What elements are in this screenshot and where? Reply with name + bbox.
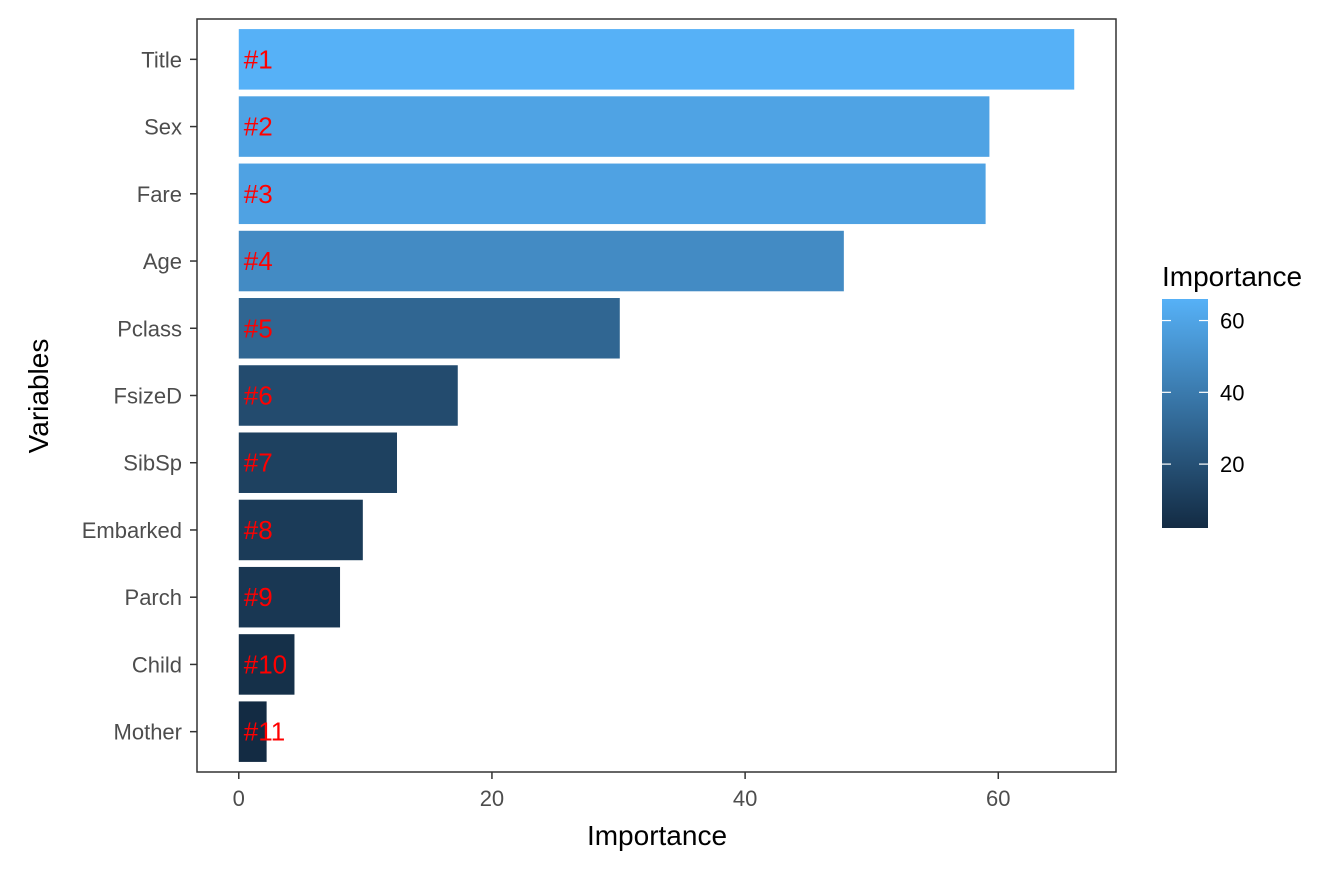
x-tick-label: 20	[480, 786, 504, 811]
legend-colorbar	[1162, 299, 1208, 528]
bars-layer	[238, 29, 1075, 762]
y-tick-label: Age	[143, 249, 182, 274]
rank-label: #10	[244, 649, 287, 679]
rank-label: #7	[244, 448, 273, 478]
bar-age	[238, 230, 844, 292]
y-tick-label: Parch	[125, 585, 182, 610]
rank-label: #2	[244, 112, 273, 142]
bar-fsized	[238, 365, 458, 426]
rank-label: #3	[244, 179, 273, 209]
y-tick-label: Sex	[144, 115, 182, 140]
y-axis: Title Sex Fare Age Pclass FsizeD SibSp Embarked…	[82, 47, 197, 745]
rank-label: #9	[244, 582, 273, 612]
y-axis-title: Variables	[23, 339, 54, 454]
legend: Importance 20 40 60	[1162, 261, 1302, 528]
bar-mother	[238, 701, 267, 762]
rank-label: #5	[244, 313, 273, 343]
x-tick-label: 40	[733, 786, 757, 811]
bar-embarked	[238, 499, 363, 561]
legend-tick-label: 60	[1220, 309, 1244, 334]
rank-label: #6	[244, 381, 273, 411]
legend-title: Importance	[1162, 261, 1302, 292]
y-tick-label: FsizeD	[114, 384, 182, 409]
bar-sibsp	[238, 432, 398, 493]
bar-parch	[238, 566, 341, 628]
rank-label: #1	[244, 44, 273, 74]
bar-child	[238, 634, 295, 695]
rank-label: #11	[244, 717, 285, 747]
bar-pclass	[238, 298, 620, 359]
x-tick-label: 60	[986, 786, 1010, 811]
bar-sex	[238, 96, 990, 157]
legend-tick-label: 40	[1220, 380, 1244, 405]
x-tick-label: 0	[233, 786, 245, 811]
y-tick-label: Child	[132, 652, 182, 677]
bar-title	[238, 29, 1075, 90]
y-tick-label: Embarked	[82, 518, 182, 543]
y-tick-label: Title	[141, 47, 182, 72]
y-tick-label: Mother	[114, 720, 182, 745]
y-tick-label: Fare	[137, 182, 182, 207]
x-axis: 0 20 40 60	[233, 772, 1011, 811]
legend-ticks: 20 40 60	[1162, 309, 1244, 477]
y-tick-label: Pclass	[117, 316, 182, 341]
rank-label: #8	[244, 515, 273, 545]
y-tick-label: SibSp	[123, 451, 182, 476]
x-axis-title: Importance	[587, 820, 727, 851]
rank-labels-layer: #1 #2 #3 #4 #5 #6 #7 #8 #9 #10 #11	[244, 44, 287, 746]
rank-label: #4	[244, 246, 273, 276]
bar-fare	[238, 163, 986, 225]
legend-tick-label: 20	[1220, 452, 1244, 477]
